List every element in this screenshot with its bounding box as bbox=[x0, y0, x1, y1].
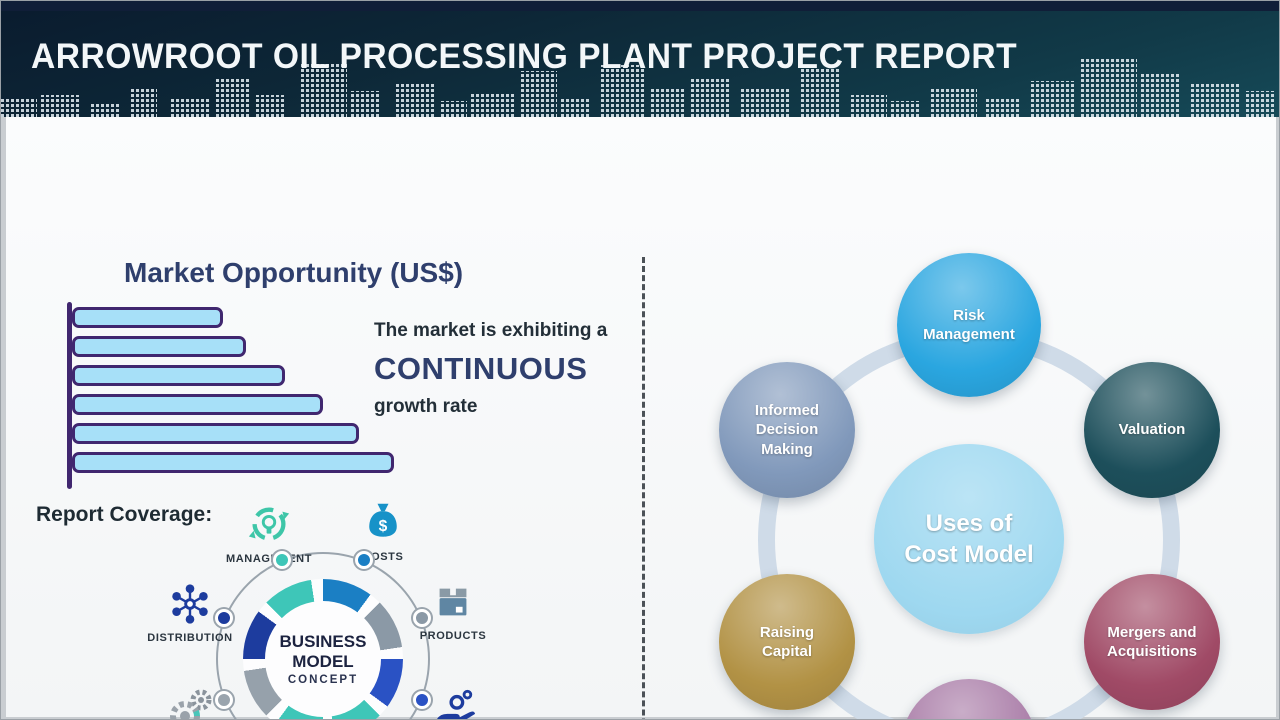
bar-chart-axis bbox=[67, 302, 72, 489]
gears-icon bbox=[168, 687, 216, 719]
growth-statement-suffix: growth rate bbox=[374, 396, 478, 417]
cost-model-node-raising-capital: Raising Capital bbox=[719, 574, 855, 710]
growth-statement: The market is exhibiting a CONTINUOUS gr… bbox=[374, 320, 654, 418]
business-model-center-line3: CONCEPT bbox=[287, 673, 359, 686]
business-model-node bbox=[215, 609, 234, 628]
market-bar bbox=[72, 336, 246, 357]
header-banner: ARROWROOT OIL PROCESSING PLANT PROJECT R… bbox=[1, 1, 1279, 117]
cost-model-node-risk-management: Risk Management bbox=[897, 253, 1041, 397]
header-top-stripe bbox=[1, 1, 1279, 11]
market-opportunity-title: Market Opportunity (US$) bbox=[124, 257, 464, 288]
market-bar bbox=[72, 452, 394, 473]
coverage-item-costs: $ COSTS bbox=[333, 498, 433, 563]
page-title: ARROWROOT OIL PROCESSING PLANT PROJECT R… bbox=[31, 37, 1018, 76]
network-icon bbox=[167, 579, 213, 627]
market-bar bbox=[72, 365, 285, 386]
coverage-item-distribution: DISTRIBUTION bbox=[140, 579, 240, 644]
cost-model-center-circle: Uses of Cost Model bbox=[874, 444, 1064, 634]
cost-model-node-mergers-acquisitions: Mergers and Acquisitions bbox=[1084, 574, 1220, 710]
box-icon bbox=[430, 577, 476, 625]
market-bar bbox=[72, 307, 223, 328]
market-bar bbox=[72, 423, 359, 444]
business-model-node bbox=[215, 690, 234, 709]
cost-model-node-informed-decision-making: Informed Decision Making bbox=[719, 362, 855, 498]
coverage-item-revenue: REVENUE bbox=[404, 685, 504, 719]
svg-text:$: $ bbox=[379, 518, 388, 535]
coverage-item-management: MANAGEMENT bbox=[219, 500, 319, 565]
cost-model-center-label: Uses of Cost Model bbox=[904, 509, 1034, 568]
money-bag-icon: $ bbox=[361, 498, 405, 546]
business-model-node bbox=[354, 551, 373, 570]
business-model-center-line1: BUSINESS bbox=[279, 632, 367, 652]
content-area: Market Opportunity (US$) The market is e… bbox=[1, 117, 1279, 719]
business-model-center: BUSINESS MODEL CONCEPT bbox=[265, 601, 381, 717]
business-model-node bbox=[412, 690, 431, 709]
coverage-item-services: SERVICES bbox=[142, 687, 242, 719]
management-icon bbox=[246, 500, 292, 548]
growth-statement-highlight: CONTINUOUS bbox=[374, 351, 588, 386]
cost-model-node-valuation: Valuation bbox=[1084, 362, 1220, 498]
growth-statement-prefix: The market is exhibiting a bbox=[374, 320, 608, 341]
market-bar bbox=[72, 394, 323, 415]
business-model-center-line2: MODEL bbox=[292, 652, 354, 671]
market-bars bbox=[72, 307, 402, 481]
business-model-node bbox=[412, 609, 431, 628]
city-skyline-graphic bbox=[1, 59, 1276, 117]
hand-coins-icon bbox=[430, 685, 478, 719]
coverage-item-products: PRODUCTS bbox=[403, 577, 503, 642]
section-divider bbox=[642, 257, 645, 719]
business-model-node bbox=[273, 551, 292, 570]
report-coverage-label: Report Coverage: bbox=[36, 503, 213, 526]
